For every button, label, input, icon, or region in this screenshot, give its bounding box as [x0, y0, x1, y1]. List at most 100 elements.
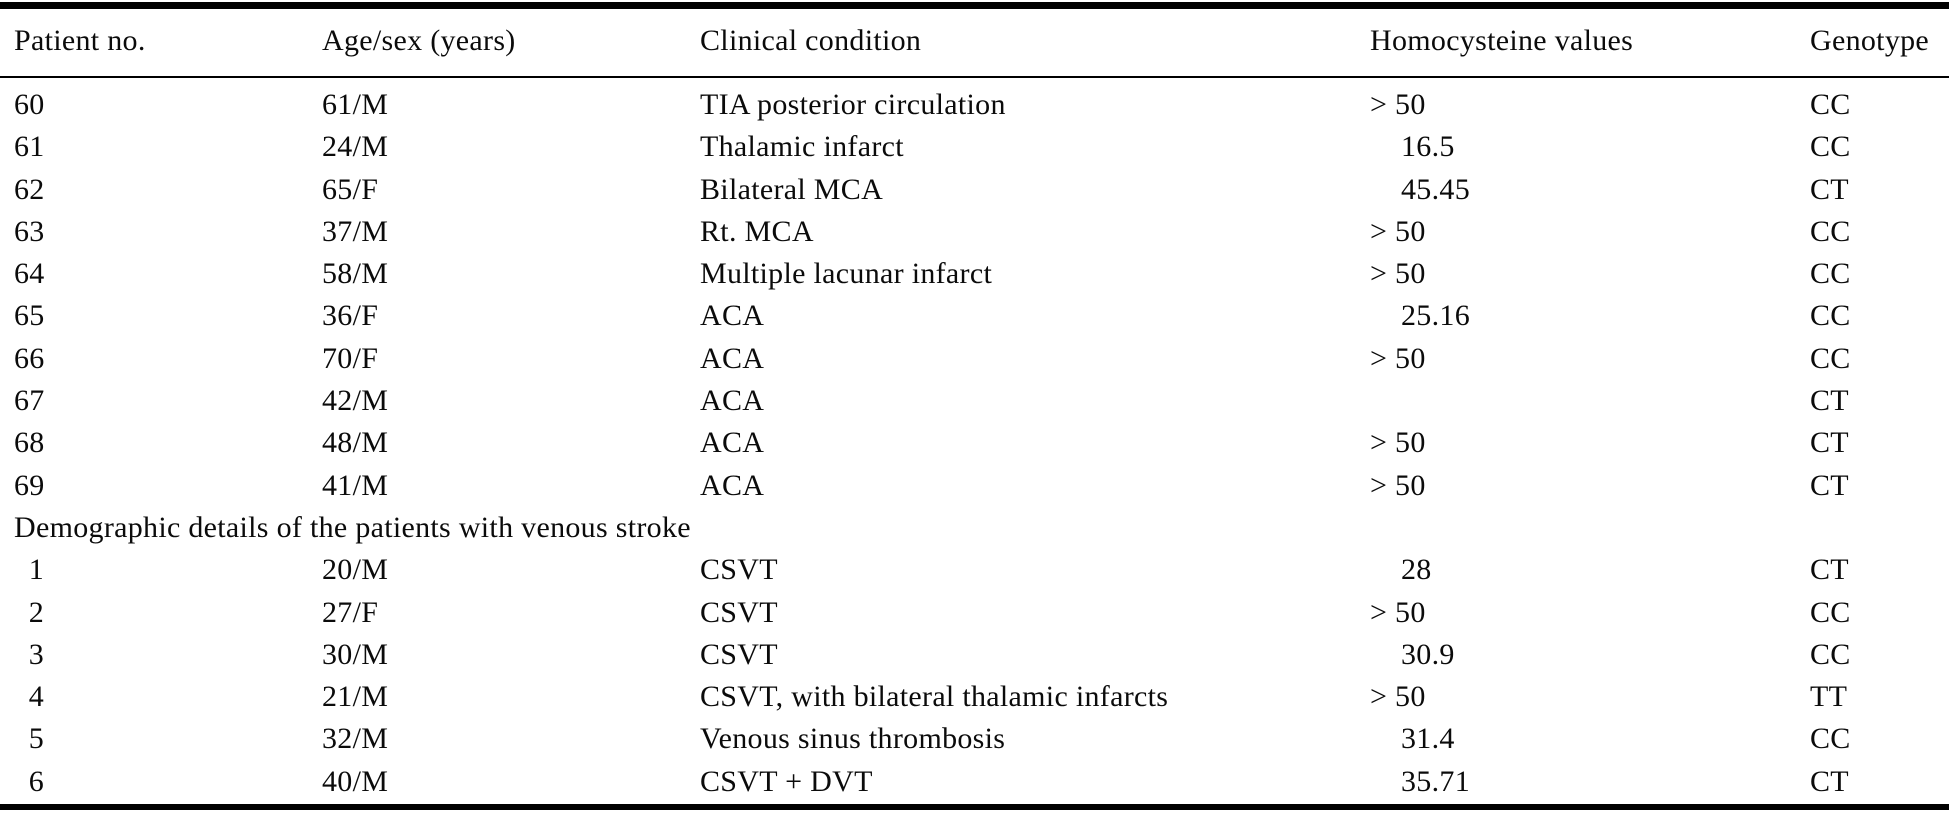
- table-row: 60 61/M TIA posterior circulation > 50 C…: [0, 84, 1949, 126]
- age-sex-value: 58/M: [322, 257, 389, 291]
- clinical-condition-value: Thalamic infarct: [700, 130, 904, 164]
- genotype-value: CT: [1810, 384, 1849, 418]
- homocysteine-value: [1370, 380, 1810, 422]
- table-row: 69 41/M ACA > 50 CT: [0, 465, 1949, 507]
- table-top-rule: [0, 2, 1949, 9]
- patient-no: 3: [28, 637, 44, 671]
- column-header-patient-no: Patient no.: [14, 24, 146, 57]
- homocysteine-value: 28: [1401, 553, 1432, 587]
- age-sex-value: 40/M: [322, 764, 389, 798]
- section-heading-row: Demographic details of the patients with…: [0, 507, 1949, 549]
- clinical-condition-value: ACA: [700, 468, 765, 502]
- table-row: 66 70/F ACA > 50 CC: [0, 338, 1949, 380]
- column-header-age-sex: Age/sex (years): [322, 24, 516, 57]
- homocysteine-value: > 50: [1370, 88, 1426, 121]
- patient-no: 68: [14, 426, 45, 460]
- table-row: 64 58/M Multiple lacunar infarct > 50 CC: [0, 253, 1949, 295]
- patient-no: 66: [14, 341, 45, 375]
- patient-no: 2: [28, 595, 44, 629]
- homocysteine-value: > 50: [1370, 257, 1426, 291]
- patient-no: 69: [14, 468, 45, 502]
- table-body: 60 61/M TIA posterior circulation > 50 C…: [0, 84, 1949, 803]
- homocysteine-value: > 50: [1370, 468, 1426, 502]
- clinical-condition-value: CSVT + DVT: [700, 764, 873, 798]
- genotype-value: CC: [1810, 214, 1851, 248]
- homocysteine-value: 25.16: [1401, 299, 1470, 333]
- patient-no: 5: [28, 722, 44, 756]
- genotype-value: CC: [1810, 341, 1851, 375]
- clinical-condition-value: ACA: [700, 341, 765, 375]
- clinical-condition-value: CSVT: [700, 595, 778, 629]
- age-sex-value: 30/M: [322, 637, 389, 671]
- homocysteine-value: > 50: [1370, 595, 1426, 629]
- patient-no: 61: [14, 130, 45, 164]
- genotype-value: CT: [1810, 468, 1849, 502]
- table-header-rule: [0, 76, 1949, 78]
- patient-no: 67: [14, 384, 45, 418]
- genotype-value: CT: [1810, 764, 1849, 798]
- table-row: 65 36/F ACA 25.16 CC: [0, 295, 1949, 337]
- table-row: 6 40/M CSVT + DVT 35.71 CT: [0, 761, 1949, 803]
- clinical-condition-value: Venous sinus thrombosis: [700, 722, 1006, 756]
- age-sex-value: 41/M: [322, 468, 389, 502]
- age-sex-value: 27/F: [322, 595, 379, 629]
- patient-no: 64: [14, 257, 45, 291]
- clinical-condition-value: Bilateral MCA: [700, 172, 884, 206]
- homocysteine-value: 16.5: [1401, 130, 1455, 164]
- age-sex-value: 42/M: [322, 384, 389, 418]
- clinical-condition-value: ACA: [700, 299, 765, 333]
- age-sex-value: 36/F: [322, 299, 379, 333]
- genotype-value: CT: [1810, 172, 1849, 206]
- table-row: 63 37/M Rt. MCA > 50 CC: [0, 211, 1949, 253]
- table-bottom-rule: [0, 804, 1949, 810]
- table-row: 1 20/M CSVT 28 CT: [0, 549, 1949, 591]
- table-row: 4 21/M CSVT, with bilateral thalamic inf…: [0, 676, 1949, 718]
- age-sex-value: 32/M: [322, 722, 389, 756]
- genotype-value: CC: [1810, 722, 1851, 756]
- genotype-value: CC: [1810, 299, 1851, 333]
- patient-no: 1: [28, 553, 44, 587]
- age-sex-value: 20/M: [322, 553, 389, 587]
- patient-no: 60: [14, 88, 45, 121]
- genotype-value: CT: [1810, 426, 1849, 460]
- homocysteine-value: > 50: [1370, 426, 1426, 460]
- genotype-value: CC: [1810, 257, 1851, 291]
- clinical-condition-value: CSVT: [700, 553, 778, 587]
- age-sex-value: 70/F: [322, 341, 379, 375]
- age-sex-value: 24/M: [322, 130, 389, 164]
- table-row: 67 42/M ACA CT: [0, 380, 1949, 422]
- column-header-homocysteine: Homocysteine values: [1370, 24, 1634, 57]
- genotype-value: CC: [1810, 130, 1851, 164]
- table-row: 3 30/M CSVT 30.9 CC: [0, 634, 1949, 676]
- genotype-value: CC: [1810, 595, 1851, 629]
- homocysteine-value: > 50: [1370, 214, 1426, 248]
- age-sex-value: 21/M: [322, 680, 389, 714]
- age-sex-value: 61/M: [322, 88, 389, 121]
- genotype-value: CC: [1810, 88, 1851, 121]
- table-row: 68 48/M ACA > 50 CT: [0, 422, 1949, 464]
- homocysteine-value: > 50: [1370, 680, 1426, 714]
- patient-no: 65: [14, 299, 45, 333]
- column-header-genotype: Genotype: [1810, 24, 1930, 57]
- clinical-condition-value: Multiple lacunar infarct: [700, 257, 993, 291]
- table-header-row: Patient no. Age/sex (years) Clinical con…: [0, 22, 1949, 60]
- genotype-value: CT: [1810, 553, 1849, 587]
- clinical-condition-value: ACA: [700, 426, 765, 460]
- patient-no: 62: [14, 172, 45, 206]
- clinical-condition-value: CSVT: [700, 637, 778, 671]
- age-sex-value: 65/F: [322, 172, 379, 206]
- homocysteine-value: > 50: [1370, 341, 1426, 375]
- patient-no: 63: [14, 214, 45, 248]
- clinical-condition-value: CSVT, with bilateral thalamic infarcts: [700, 680, 1169, 714]
- homocysteine-value: 31.4: [1401, 722, 1455, 756]
- age-sex-value: 37/M: [322, 214, 389, 248]
- homocysteine-value: 30.9: [1401, 637, 1455, 671]
- patient-no: 4: [28, 680, 44, 714]
- patient-no: 6: [28, 764, 44, 798]
- genotype-value: TT: [1810, 680, 1848, 714]
- age-sex-value: 48/M: [322, 426, 389, 460]
- column-header-condition: Clinical condition: [700, 24, 922, 57]
- genotype-value: CC: [1810, 637, 1851, 671]
- clinical-condition-value: ACA: [700, 384, 765, 418]
